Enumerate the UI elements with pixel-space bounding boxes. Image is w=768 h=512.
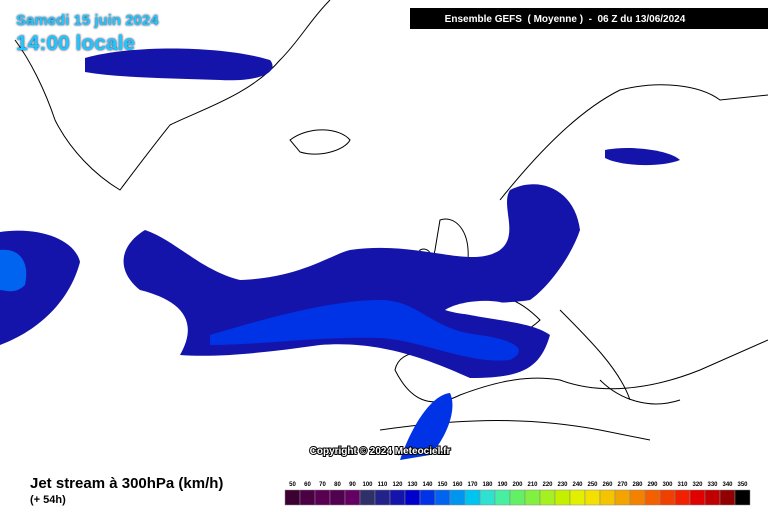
scale-swatch [434, 489, 451, 506]
scale-swatch [659, 489, 676, 506]
scale-label: 70 [319, 482, 326, 488]
italy-balkans [559, 309, 681, 405]
scale-label: 240 [572, 482, 583, 488]
scale-label: 140 [422, 482, 433, 488]
scale-swatch [299, 489, 316, 506]
scale-swatch [599, 489, 616, 506]
model-run: Ensemble GEFS ( Moyenne ) - 06 Z du 13/0… [445, 14, 686, 25]
scale-swatch [554, 489, 571, 506]
scale-label: 60 [304, 482, 311, 488]
scale-swatch [644, 489, 661, 506]
scale-swatch [389, 489, 406, 506]
scale-swatch [314, 489, 331, 506]
scale-label: 350 [737, 482, 748, 488]
scale-label: 260 [602, 482, 613, 488]
jet-area [400, 393, 453, 460]
scale-label: 220 [542, 482, 553, 488]
scale-label: 330 [707, 482, 718, 488]
scale-label: 290 [647, 482, 658, 488]
scale-swatch [524, 489, 541, 506]
scale-label: 130 [407, 482, 418, 488]
date: Samedi 15 juin 2024 [16, 12, 159, 29]
scale-label: 100 [362, 482, 373, 488]
copyright: Copyright © 2024 Meteociel.fr [310, 446, 451, 457]
scale-swatch [629, 489, 646, 506]
scale-swatch [449, 489, 466, 506]
jet-core [0, 249, 27, 292]
jet-stream [0, 48, 680, 460]
header-bar [410, 8, 768, 29]
scale-label: 340 [722, 482, 733, 488]
scale-label: 80 [334, 482, 341, 488]
jet-area [85, 48, 273, 81]
scale-label: 250 [587, 482, 598, 488]
jet-gap [445, 300, 510, 315]
lead-time: (+ 54h) [30, 494, 66, 506]
scale-label: 110 [378, 482, 388, 488]
scale-swatch [689, 489, 706, 506]
scale-label: 320 [692, 482, 703, 488]
scale-swatch [704, 489, 721, 506]
scale-swatch [584, 489, 601, 506]
scale-swatch [734, 489, 751, 506]
scale-label: 210 [527, 482, 538, 488]
scale-swatch [509, 489, 526, 506]
scale-label: 200 [512, 482, 523, 488]
scale-label: 160 [452, 482, 463, 488]
scale-label: 150 [437, 482, 448, 488]
north-africa [379, 420, 651, 441]
scale-swatch [674, 489, 691, 506]
scale-label: 310 [677, 482, 688, 488]
scale-label: 170 [467, 482, 478, 488]
scale-swatch [374, 489, 391, 506]
continent [394, 295, 768, 403]
scale-swatch [464, 489, 481, 506]
jet-area [605, 148, 680, 166]
footer-title: Jet stream à 300hPa (km/h) [30, 475, 224, 492]
scale-label: 120 [392, 482, 403, 488]
scale-swatch [404, 489, 421, 506]
scale-swatch [539, 489, 556, 506]
scale-swatch [569, 489, 586, 506]
scale-label: 90 [349, 482, 356, 488]
scale-swatch [359, 489, 376, 506]
scale-swatch [329, 489, 346, 506]
scandinavia [499, 84, 768, 201]
greenland [14, 0, 331, 191]
scale-label: 50 [289, 482, 296, 488]
scale-swatch [479, 489, 496, 506]
scale-label: 270 [617, 482, 628, 488]
scale-label: 230 [557, 482, 568, 488]
jet-core [210, 300, 519, 361]
scale-swatch [284, 489, 301, 506]
scale-swatch [419, 489, 436, 506]
iceland [289, 129, 351, 155]
scale-swatch [719, 489, 736, 506]
scale-label: 300 [662, 482, 673, 488]
local-time: 14:00 locale [16, 32, 136, 55]
scale-label: 190 [497, 482, 508, 488]
scale-label: 180 [482, 482, 493, 488]
scale-swatch [614, 489, 631, 506]
coastlines [14, 0, 768, 441]
scale-swatch [344, 489, 361, 506]
scale-swatch [494, 489, 511, 506]
color-scale: 50 60 70 80 90 100 110 120 130 140 150 160 170 180 190… [284, 482, 751, 506]
scale-label: 280 [632, 482, 643, 488]
